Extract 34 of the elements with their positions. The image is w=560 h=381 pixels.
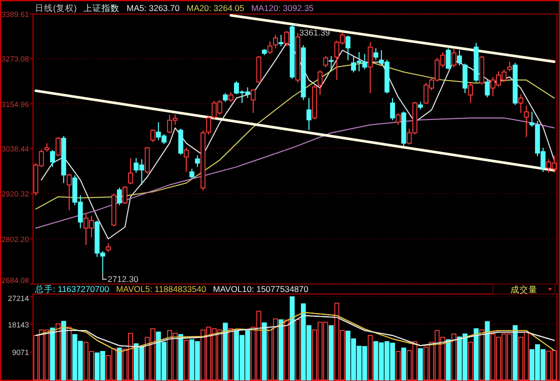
line-series bbox=[35, 117, 555, 229]
bar bbox=[262, 322, 267, 380]
chart-subtitle: 上证指数 bbox=[84, 3, 120, 13]
bar bbox=[484, 321, 490, 380]
bar bbox=[446, 339, 451, 380]
bar bbox=[468, 342, 474, 380]
text: MAVOL10: 15077534870 bbox=[213, 284, 309, 294]
bar bbox=[474, 328, 479, 380]
bar bbox=[184, 340, 189, 380]
bar bbox=[328, 325, 334, 380]
bar bbox=[228, 328, 234, 380]
bar bbox=[451, 333, 456, 380]
bar bbox=[284, 320, 290, 380]
bar bbox=[396, 350, 401, 380]
bar bbox=[222, 322, 228, 380]
bar bbox=[401, 348, 406, 380]
bar bbox=[418, 348, 423, 380]
text: MA5: 3263.70 bbox=[126, 3, 180, 13]
bar bbox=[278, 319, 284, 380]
bar bbox=[61, 320, 66, 380]
bar bbox=[512, 325, 518, 380]
annotation: 2712.30 bbox=[108, 274, 139, 284]
bar bbox=[368, 335, 373, 380]
annotation: 3361.39 bbox=[299, 27, 330, 38]
text: 总手: 11637270700 bbox=[34, 284, 110, 294]
bar bbox=[116, 348, 122, 380]
chart-title: 日线(复权) bbox=[35, 3, 77, 13]
bar bbox=[56, 323, 61, 380]
text: MA20: 3264.05 bbox=[186, 3, 245, 13]
chart-title: 成交量 bbox=[510, 284, 538, 294]
text: MA120: 3092.35 bbox=[251, 3, 314, 13]
bar bbox=[50, 328, 55, 380]
text: MAVOL5: 11884833540 bbox=[116, 284, 206, 294]
bar bbox=[295, 319, 300, 380]
